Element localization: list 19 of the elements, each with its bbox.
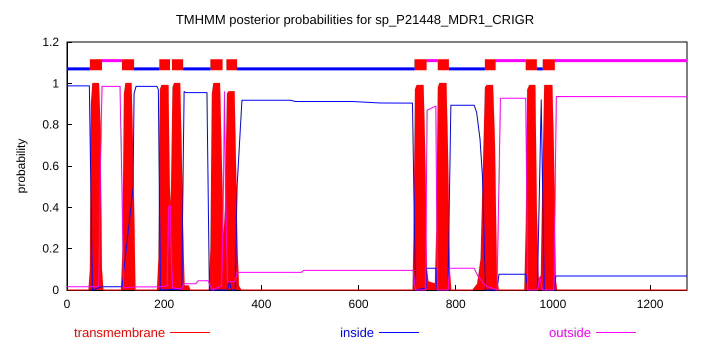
y-tick-label: 1 <box>52 76 60 90</box>
x-tick-label: 1200 <box>636 297 664 311</box>
x-tick-label: 800 <box>446 297 466 311</box>
x-tick-label: 200 <box>154 297 175 311</box>
y-tick-label: 1.2 <box>42 35 60 49</box>
x-tick-label: 600 <box>348 297 369 311</box>
x-tick-label: 400 <box>251 297 272 311</box>
chart-title: TMHMM posterior probabilities for sp_P21448_MDR1_CRIGR <box>176 12 534 27</box>
y-tick-label: 0.2 <box>42 242 60 256</box>
y-axis-title: probability <box>14 138 28 194</box>
x-tick-label: 0 <box>64 297 71 311</box>
y-tick-label: 0 <box>52 283 60 297</box>
y-tick-label: 0.8 <box>42 118 60 132</box>
x-tick-label: 1000 <box>540 297 567 311</box>
legend-label: outside <box>549 325 591 340</box>
legend-label: transmembrane <box>74 325 166 340</box>
y-tick-label: 0.4 <box>42 200 60 214</box>
y-tick-label: 0.6 <box>42 159 60 173</box>
legend-label: inside <box>340 325 374 340</box>
